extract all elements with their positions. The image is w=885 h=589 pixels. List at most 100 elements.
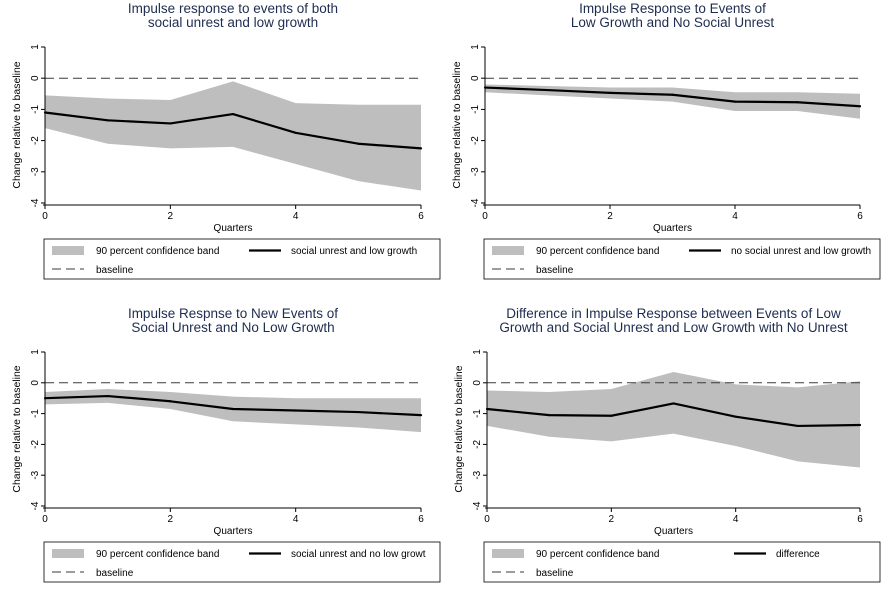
y-tick-label: -1 bbox=[472, 409, 483, 418]
x-tick-label: 2 bbox=[609, 514, 615, 525]
legend-band-label: 90 percent confidence band bbox=[96, 549, 219, 560]
data-point bbox=[734, 415, 737, 418]
y-tick-label: -1 bbox=[30, 409, 41, 418]
legend-band-swatch bbox=[492, 549, 524, 558]
data-point bbox=[610, 414, 613, 417]
x-tick-label: 4 bbox=[293, 211, 299, 222]
x-tick-label: 4 bbox=[733, 514, 739, 525]
data-point bbox=[231, 407, 235, 411]
chart-panel-1: Impulse response to events of bothsocial… bbox=[11, 1, 441, 280]
legend: 90 percent confidence band social unrest … bbox=[43, 238, 441, 280]
y-axis-title: Change relative to baseline bbox=[11, 365, 23, 492]
y-tick-label: -4 bbox=[472, 501, 483, 510]
y-tick-label: 0 bbox=[30, 75, 41, 81]
y-tick-label: -3 bbox=[472, 470, 483, 479]
legend-baseline-label: baseline bbox=[536, 265, 574, 276]
x-tick-label: 0 bbox=[484, 514, 490, 525]
data-point bbox=[169, 122, 172, 125]
data-point bbox=[231, 112, 235, 116]
data-point bbox=[106, 119, 109, 122]
data-point bbox=[858, 105, 862, 108]
confidence-band bbox=[487, 372, 860, 468]
confidence-band bbox=[45, 81, 421, 191]
y-tick-label: -1 bbox=[470, 105, 481, 114]
y-tick-label: -2 bbox=[30, 136, 41, 145]
chart-panel-4: Difference in Impulse Response between E… bbox=[453, 306, 881, 583]
x-tick-label: 0 bbox=[482, 211, 488, 222]
data-point bbox=[671, 93, 674, 96]
y-tick-label: 1 bbox=[30, 349, 41, 355]
data-point bbox=[796, 424, 799, 428]
legend-box bbox=[483, 541, 881, 583]
legend-band-swatch bbox=[52, 549, 84, 558]
y-tick-label: -2 bbox=[472, 440, 483, 449]
legend-line-label: social unrest and no low growt bbox=[291, 549, 426, 560]
x-tick-label: 0 bbox=[42, 211, 48, 222]
legend: 90 percent confidence band social unrest … bbox=[43, 541, 441, 583]
legend-band-swatch bbox=[52, 246, 84, 255]
x-axis-title: Quarters bbox=[653, 223, 692, 234]
y-tick-label: -3 bbox=[30, 167, 41, 176]
x-axis-title: Quarters bbox=[214, 526, 253, 537]
chart-title-line-1: Impulse Response to Events of bbox=[579, 1, 766, 16]
data-point bbox=[169, 400, 172, 403]
legend: 90 percent confidence band no social unre… bbox=[483, 238, 881, 280]
legend-baseline-label: baseline bbox=[536, 568, 574, 579]
chart-title-line-2: social unrest and low growth bbox=[148, 15, 318, 30]
chart-title-line-2: Low Growth and No Social Unrest bbox=[571, 15, 775, 30]
data-point bbox=[294, 409, 297, 412]
data-point bbox=[548, 414, 551, 417]
data-point bbox=[357, 142, 360, 145]
legend-baseline-label: baseline bbox=[96, 265, 134, 276]
y-tick-label: 0 bbox=[30, 380, 41, 386]
data-point bbox=[419, 414, 423, 417]
data-point bbox=[672, 402, 675, 405]
legend-box bbox=[483, 238, 881, 280]
y-tick-label: 1 bbox=[472, 349, 483, 355]
x-tick-label: 6 bbox=[857, 211, 863, 222]
chart-title-line-2: Growth and Social Unrest and Low Growth … bbox=[499, 320, 847, 335]
x-tick-label: 0 bbox=[42, 514, 48, 525]
y-tick-label: -3 bbox=[30, 470, 41, 479]
x-tick-label: 2 bbox=[607, 211, 613, 222]
data-point bbox=[796, 101, 799, 104]
x-tick-label: 6 bbox=[418, 514, 424, 525]
chart-title-line-1: Impulse response to events of both bbox=[128, 1, 338, 16]
y-tick-label: -4 bbox=[30, 501, 41, 510]
x-tick-label: 6 bbox=[857, 514, 863, 525]
y-tick-label: -4 bbox=[470, 198, 481, 207]
data-point bbox=[294, 131, 297, 134]
legend-band-swatch bbox=[492, 246, 524, 255]
legend-line-label: no social unrest and low growth bbox=[731, 246, 871, 257]
x-tick-label: 2 bbox=[168, 211, 174, 222]
data-point bbox=[106, 394, 109, 398]
legend-band-label: 90 percent confidence band bbox=[96, 246, 219, 257]
data-point bbox=[357, 410, 360, 414]
x-tick-label: 2 bbox=[168, 514, 174, 525]
x-axis-title: Quarters bbox=[214, 223, 253, 234]
data-point bbox=[733, 100, 737, 103]
legend-line-label: social unrest and low growth bbox=[291, 246, 417, 257]
y-tick-label: 0 bbox=[470, 75, 481, 81]
y-tick-label: 1 bbox=[30, 44, 41, 50]
x-axis-title: Quarters bbox=[654, 526, 693, 537]
chart-title-line-1: Difference in Impulse Response between E… bbox=[506, 306, 841, 321]
y-tick-label: -3 bbox=[470, 167, 481, 176]
data-point bbox=[608, 91, 612, 94]
y-axis-title: Change relative to baseline bbox=[11, 61, 23, 188]
x-tick-label: 4 bbox=[732, 211, 738, 222]
confidence-band bbox=[485, 84, 860, 119]
legend-box bbox=[43, 541, 441, 583]
legend: 90 percent confidence band difference base… bbox=[483, 541, 881, 583]
chart-title-line-2: Social Unrest and No Low Growth bbox=[131, 320, 334, 335]
y-axis-title: Change relative to baseline bbox=[453, 365, 465, 492]
y-tick-label: 0 bbox=[472, 380, 483, 386]
legend-band-label: 90 percent confidence band bbox=[536, 246, 659, 257]
legend-box bbox=[43, 238, 441, 280]
y-tick-label: -2 bbox=[470, 136, 481, 145]
y-tick-label: -4 bbox=[30, 198, 41, 207]
